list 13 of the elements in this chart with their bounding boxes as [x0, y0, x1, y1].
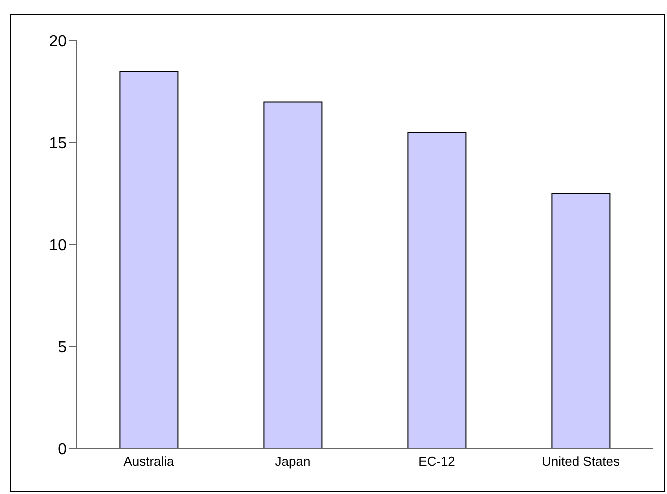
bar: [408, 132, 467, 449]
bar: [264, 102, 323, 449]
bar: [120, 71, 179, 449]
x-tick-label: Australia: [124, 454, 176, 470]
y-tick-label: 5: [58, 340, 68, 357]
x-tick-label: EC-12: [418, 454, 456, 470]
y-tick-label: 20: [49, 34, 68, 51]
y-tick-label: 0: [58, 442, 68, 459]
y-tick-label: 10: [49, 238, 68, 255]
x-tick-label: Japan: [275, 454, 311, 470]
x-tick-label: United States: [542, 454, 621, 470]
y-tick-label: 15: [49, 136, 68, 153]
bar: [552, 194, 611, 449]
